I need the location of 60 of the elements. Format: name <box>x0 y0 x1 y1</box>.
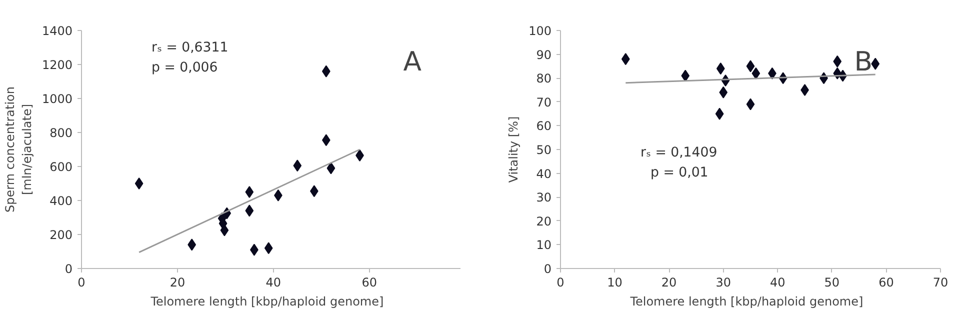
point <box>746 98 755 110</box>
x-tick-label: 20 <box>661 276 677 290</box>
annotation: rₛ = 0,1409 <box>640 146 718 160</box>
y-tick-label: 30 <box>536 190 552 205</box>
annotation: rₛ = 0,6311 <box>152 40 228 56</box>
x-tick-label: 30 <box>716 276 732 290</box>
y-tick-label: 10 <box>536 238 552 252</box>
text: B <box>854 46 873 78</box>
y-tick-label: 1000 <box>42 92 73 106</box>
x-axis-title: Telomere length [kbp/haploid genome] <box>629 294 864 308</box>
point <box>264 242 273 254</box>
y-tick-label: 60 <box>536 119 552 134</box>
point <box>716 62 725 75</box>
point <box>293 160 302 172</box>
x-tick-label: 60 <box>878 276 894 290</box>
x-tick-label: 20 <box>170 276 186 290</box>
point <box>715 108 724 120</box>
point <box>871 58 880 70</box>
point <box>746 60 755 72</box>
point <box>220 224 229 236</box>
y-tick-label: 70 <box>536 95 552 110</box>
x-tick-label: 60 <box>362 276 377 290</box>
y-tick-label: 800 <box>50 126 72 140</box>
x-tick-label: 70 <box>932 276 948 290</box>
y-tick-label: 1400 <box>42 24 73 38</box>
y-tick-label: 40 <box>536 166 552 181</box>
point <box>621 53 630 66</box>
text: A <box>403 46 422 78</box>
y-tick-label: 0 <box>64 262 73 276</box>
x-axis-title: Telomere length [kbp/haploid genome] <box>150 294 384 308</box>
point <box>752 67 760 80</box>
point <box>681 70 690 82</box>
y-tick-label: 20 <box>536 214 552 228</box>
y-axis-title: Sperm concentration [mln/ejaculate] <box>3 86 34 212</box>
y-tick-label: 200 <box>50 228 72 242</box>
y-tick-label: 80 <box>536 72 552 86</box>
x-tick-label: 40 <box>266 276 282 290</box>
y-tick-label: 1200 <box>42 58 73 72</box>
annotation: p = 0,01 <box>650 166 708 180</box>
y-tick-label: 100 <box>528 24 552 38</box>
point <box>134 178 144 190</box>
y-tick-label: 600 <box>50 160 72 174</box>
point <box>188 238 196 251</box>
x-tick-label: 0 <box>78 276 86 290</box>
point <box>245 186 254 198</box>
x-tick-label: 0 <box>556 276 564 290</box>
point <box>800 84 809 96</box>
point <box>245 204 254 217</box>
x-tick-label: 10 <box>607 276 622 290</box>
annotation: p = 0,006 <box>152 60 218 76</box>
y-axis-title: Vitality [%] <box>506 116 521 183</box>
y-tick-label: 50 <box>536 143 552 157</box>
point <box>833 55 842 68</box>
y-tick-label: 400 <box>50 194 72 208</box>
point <box>719 86 728 98</box>
point <box>326 162 336 174</box>
y-tick-label: 90 <box>536 48 552 62</box>
y-tick-label: 0 <box>544 262 552 276</box>
x-tick-label: 50 <box>824 276 840 290</box>
x-tick-label: 40 <box>770 276 786 290</box>
